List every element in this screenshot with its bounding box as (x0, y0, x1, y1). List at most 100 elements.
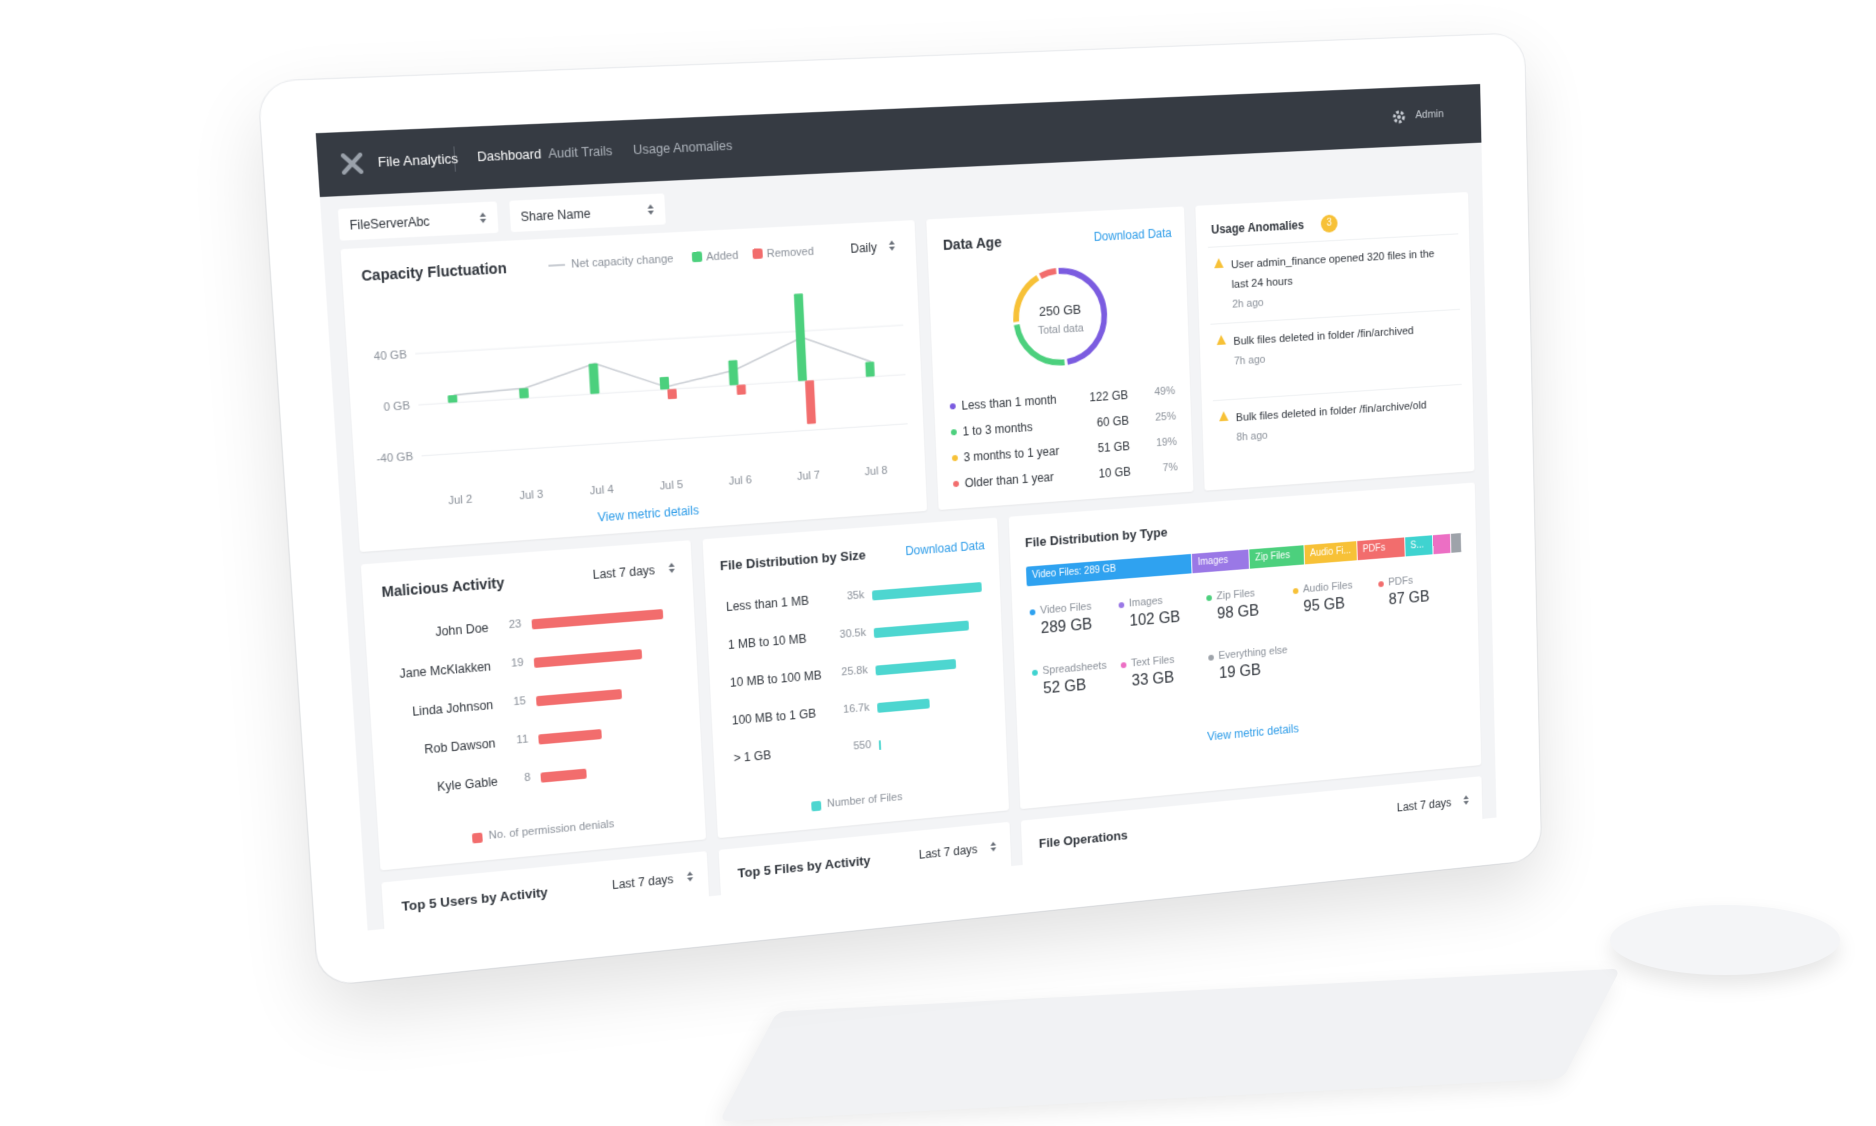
caret-down (669, 569, 675, 573)
age-percent: 49% (1154, 385, 1175, 398)
type-size: 289 GB (1041, 616, 1093, 638)
bar-segment: Audio Fi... (1304, 541, 1357, 564)
bar-segment: Zip Files (1249, 545, 1304, 569)
period-select[interactable]: Last 7 days (1397, 796, 1452, 814)
anomaly-time: 2h ago (1232, 297, 1264, 311)
anomaly-text: User admin_finance opened 320 files in t… (1231, 243, 1452, 294)
warning-icon (1214, 258, 1224, 268)
legend-dot (1206, 595, 1212, 601)
bar-label: John Doe (373, 621, 489, 644)
legend-dot (950, 403, 956, 409)
removed-bar (667, 389, 677, 400)
bar-segment: S... (1405, 535, 1434, 556)
age-percent: 19% (1156, 436, 1177, 449)
bar-value: 11 (516, 733, 528, 746)
removed-bar (805, 380, 816, 424)
bar (536, 689, 622, 706)
age-size: 10 GB (1098, 465, 1131, 481)
bar-value: 16.7k (843, 702, 870, 716)
card-title: File Distribution by Type (1025, 525, 1168, 550)
capacity-card: Capacity Fluctuation Net capacity change A… (340, 220, 927, 552)
legend-dot (1119, 602, 1125, 608)
capacity-chart: 40 GB 0 GB -40 GB Jul 2 Jul 3 Jul 4 Jul 5 Jul 6… (344, 267, 926, 521)
bar-label: > 1 GB (733, 748, 771, 765)
bar-value: 35k (847, 589, 865, 602)
caret-up (668, 563, 674, 567)
type-label: Audio Files (1303, 580, 1353, 595)
legend-label: Removed (766, 246, 814, 261)
x-tick-label: Jul 2 (448, 494, 473, 508)
type-card: File Distribution by Type Video Files: 28… (1009, 483, 1482, 810)
size-card: File Distribution by Size Download Data Le… (703, 518, 1009, 839)
filter-select[interactable]: Share Name (509, 193, 666, 232)
legend-dot (951, 429, 957, 435)
caret-down (1463, 801, 1468, 805)
age-size: 60 GB (1097, 414, 1130, 430)
dashboard: File Analytics Dashboard Audit Trails Usage… (316, 84, 1497, 930)
user-menu[interactable]: Admin (1415, 108, 1444, 121)
legend-label: Added (706, 250, 739, 264)
bar (879, 740, 881, 750)
anomalies-card: Usage Anomalies 3 User admin_finance opene… (1195, 192, 1474, 491)
caret-down (991, 847, 997, 851)
segment-label: Audio Fi... (1304, 541, 1356, 563)
type-size: 33 GB (1131, 670, 1174, 691)
legend-label: Net capacity change (571, 253, 674, 271)
type-label: Video Files (1040, 601, 1092, 617)
bar-label: 1 MB to 10 MB (728, 632, 807, 652)
segment-label: Zip Files (1249, 545, 1303, 567)
malicious-card: Malicious Activity Last 7 days John Doe 23 J… (361, 540, 706, 870)
filter-select[interactable]: FileServerAbc (338, 201, 499, 240)
legend-dot (952, 455, 958, 461)
bar (877, 699, 930, 713)
legend-swatch (472, 833, 483, 844)
type-size: 87 GB (1389, 589, 1430, 609)
bar-label: Jane McKlakken (376, 659, 491, 683)
settings-icon[interactable] (1391, 109, 1406, 125)
type-label: PDFs (1388, 575, 1413, 588)
warning-triangle (1216, 335, 1226, 345)
bar (872, 582, 982, 600)
bar (532, 609, 664, 629)
type-size: 102 GB (1129, 609, 1180, 631)
bar (875, 659, 956, 676)
download-link[interactable]: Download Data (1093, 226, 1171, 244)
donut-total: 250 GB (1039, 302, 1082, 319)
bar-label: Less than 1 MB (726, 594, 809, 614)
legend-dot (1032, 670, 1038, 676)
select-caret (478, 211, 487, 224)
card-title: Top 5 Users by Activity (401, 885, 548, 914)
warning-icon (1219, 411, 1229, 421)
period-select[interactable]: Daily (850, 240, 877, 256)
type-label: Images (1129, 595, 1163, 609)
legend-label: No. of permission denials (488, 818, 614, 842)
x-tick-label: Jul 8 (864, 465, 887, 478)
segment-label: Images (1192, 550, 1249, 573)
age-size: 122 GB (1089, 388, 1128, 404)
nav-tab[interactable]: Usage Anomalies (633, 138, 733, 157)
period-select[interactable]: Last 7 days (919, 842, 978, 861)
removed-bar (737, 384, 747, 395)
bar-label: Linda Johnson (378, 698, 493, 722)
x-tick-label: Jul 3 (519, 489, 544, 503)
bar-value: 23 (509, 618, 522, 631)
view-details-link[interactable]: View metric details (1018, 705, 1480, 761)
age-percent: 25% (1155, 411, 1176, 424)
anomaly-text: Bulk files deleted in folder /fin/archiv… (1233, 319, 1453, 352)
bar-segment: PDFs (1357, 537, 1405, 560)
download-link[interactable]: Download Data (905, 538, 985, 558)
select-caret (1462, 794, 1469, 806)
type-size: 19 GB (1219, 662, 1261, 683)
x-tick-label: Jul 5 (659, 479, 683, 493)
bar (534, 649, 643, 668)
nav-tab[interactable]: Dashboard (477, 147, 542, 165)
bar-segment (1433, 534, 1451, 554)
monitor: File Analytics Dashboard Audit Trails Usage… (258, 33, 1541, 986)
x-tick-label: Jul 4 (590, 484, 614, 498)
nav-tab[interactable]: Audit Trails (548, 144, 613, 161)
period-select[interactable]: Last 7 days (612, 872, 674, 892)
period-select[interactable]: Last 7 days (592, 563, 655, 582)
type-label: Everything else (1218, 644, 1287, 661)
caret-down (480, 219, 487, 223)
type-label: Zip Files (1216, 588, 1255, 603)
